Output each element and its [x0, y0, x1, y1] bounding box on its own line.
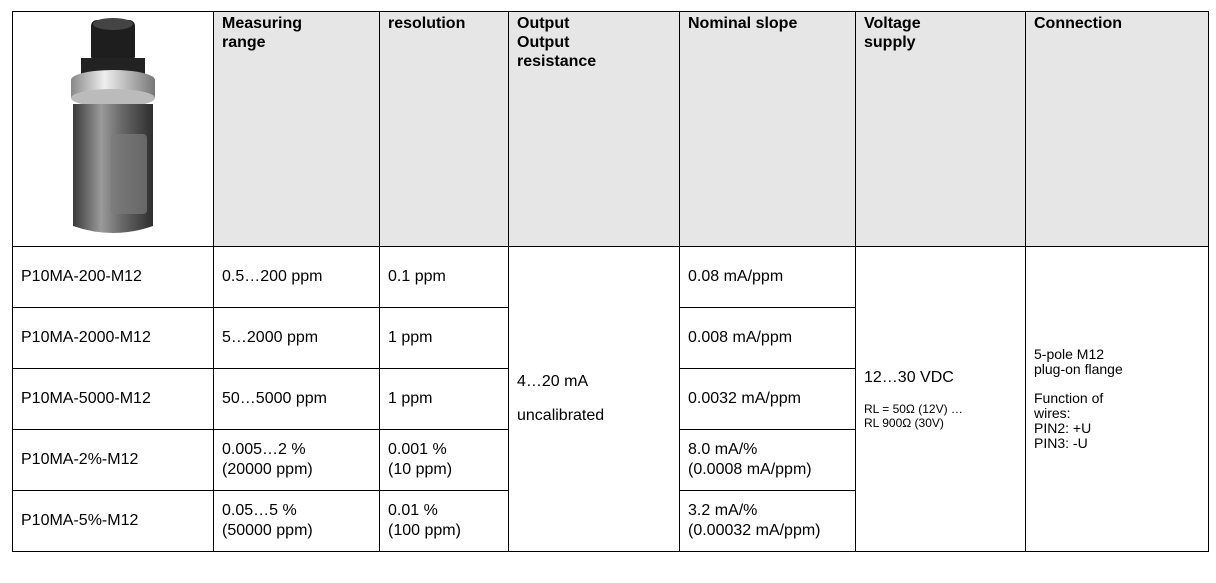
range: 50…5000 ppm: [222, 389, 371, 409]
model-cell: P10MA-2000-M12: [13, 308, 214, 369]
header-cell: Connection: [1026, 12, 1209, 247]
connection-type: 5-pole M12: [1034, 347, 1200, 362]
header-text: Connection: [1034, 14, 1200, 33]
resolution: 1 ppm: [388, 389, 500, 409]
resolution-cell: 0.001 %(10 ppm): [380, 430, 509, 491]
connection-type: plug-on flange: [1034, 362, 1200, 377]
range: (20000 ppm): [222, 460, 371, 480]
slope-cell: 0.008 mA/ppm: [680, 308, 856, 369]
range: (50000 ppm): [222, 521, 371, 541]
model-cell: P10MA-5%-M12: [13, 491, 214, 552]
range-cell: 0.005…2 %(20000 ppm): [214, 430, 380, 491]
range: 0.05…5 %: [222, 501, 371, 521]
voltage-cell: 12…30 VDC RL = 50Ω (12V) …RL 900Ω (30V): [856, 247, 1026, 552]
output-cell: 4…20 mA uncalibrated: [509, 247, 680, 552]
header-text: Output: [517, 14, 671, 33]
model: P10MA-5%-M12: [21, 511, 205, 531]
wire-info: PIN3: -U: [1034, 436, 1200, 451]
voltage: 12…30 VDC: [864, 368, 1017, 388]
header-text: Nominal slope: [688, 14, 847, 33]
header-text: supply: [864, 33, 1017, 52]
wire-info: wires:: [1034, 406, 1200, 421]
resolution: 1 ppm: [388, 328, 500, 348]
spacer: [864, 388, 1017, 402]
range-cell: 0.05…5 %(50000 ppm): [214, 491, 380, 552]
model-cell: P10MA-5000-M12: [13, 369, 214, 430]
slope-cell: 8.0 mA/%(0.0008 mA/ppm): [680, 430, 856, 491]
resolution: 0.001 %: [388, 440, 500, 460]
model-cell: P10MA-2%-M12: [13, 430, 214, 491]
model: P10MA-2%-M12: [21, 450, 205, 470]
header-cell: resolution: [380, 12, 509, 247]
header-text: range: [222, 33, 371, 52]
slope-cell: 3.2 mA/%(0.00032 mA/ppm): [680, 491, 856, 552]
model: P10MA-2000-M12: [21, 328, 205, 348]
range-cell: 50…5000 ppm: [214, 369, 380, 430]
range-cell: 5…2000 ppm: [214, 308, 380, 369]
output-text: 4…20 mA: [517, 372, 671, 392]
resolution: (10 ppm): [388, 460, 500, 480]
slope: 3.2 mA/%: [688, 501, 847, 521]
output-text: uncalibrated: [517, 406, 671, 426]
slope: (0.0008 mA/ppm): [688, 460, 847, 480]
page: MeasuringrangeresolutionOutputOutputresi…: [0, 0, 1216, 583]
resolution: 0.01 %: [388, 501, 500, 521]
resolution-cell: 0.1 ppm: [380, 247, 509, 308]
resolution: 0.1 ppm: [388, 267, 500, 287]
header-text: resolution: [388, 14, 500, 33]
header-text: Output: [517, 33, 671, 52]
header-text: Voltage: [864, 14, 1017, 33]
range: 0.5…200 ppm: [222, 267, 371, 287]
range: 0.005…2 %: [222, 440, 371, 460]
sensor-image: [53, 14, 173, 240]
voltage-note: RL 900Ω (30V): [864, 416, 1017, 430]
spacer: [517, 392, 671, 406]
model: P10MA-200-M12: [21, 267, 205, 287]
slope: 8.0 mA/%: [688, 440, 847, 460]
model: P10MA-5000-M12: [21, 389, 205, 409]
wire-info: Function of: [1034, 391, 1200, 406]
slope: 0.0032 mA/ppm: [688, 389, 847, 409]
voltage-note: RL = 50Ω (12V) …: [864, 402, 1017, 416]
header-text: Measuring: [222, 14, 371, 33]
slope: (0.00032 mA/ppm): [688, 521, 847, 541]
resolution-cell: 1 ppm: [380, 308, 509, 369]
wire-info: PIN2: +U: [1034, 421, 1200, 436]
resolution: (100 ppm): [388, 521, 500, 541]
resolution-cell: 1 ppm: [380, 369, 509, 430]
spacer: [1034, 377, 1200, 391]
header-cell: Nominal slope: [680, 12, 856, 247]
header-text: resistance: [517, 52, 671, 71]
resolution-cell: 0.01 %(100 ppm): [380, 491, 509, 552]
slope-cell: 0.0032 mA/ppm: [680, 369, 856, 430]
slope-cell: 0.08 mA/ppm: [680, 247, 856, 308]
range-cell: 0.5…200 ppm: [214, 247, 380, 308]
slope: 0.008 mA/ppm: [688, 328, 847, 348]
range: 5…2000 ppm: [222, 328, 371, 348]
slope: 0.08 mA/ppm: [688, 267, 847, 287]
model-cell: P10MA-200-M12: [13, 247, 214, 308]
sensor-image-cell: [13, 12, 214, 247]
